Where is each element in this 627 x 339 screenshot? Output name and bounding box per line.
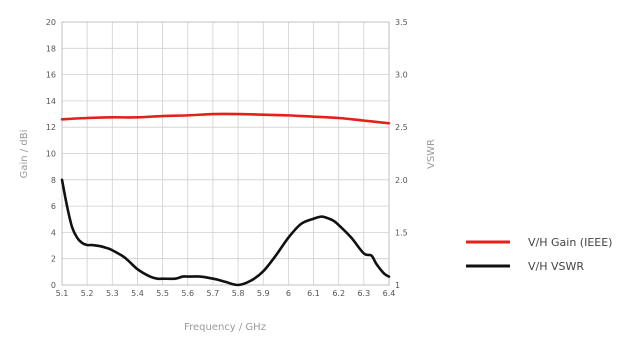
y-tick-label: 18 — [46, 44, 56, 53]
y2-tick-label: 2.0 — [395, 176, 408, 185]
x-tick-label: 6.1 — [307, 289, 320, 298]
y-tick-label: 12 — [46, 123, 56, 132]
x-tick-label: 5.8 — [232, 289, 245, 298]
series-layer — [60, 112, 391, 287]
series-line-vswr — [60, 178, 391, 287]
legend-label-gain: V/H Gain (IEEE) — [528, 236, 612, 249]
y-tick-label: 8 — [51, 176, 56, 185]
x-tick-label: 5.5 — [156, 289, 169, 298]
tick-layer: 5.1 5.2 5.3 5.4 5.5 5.6 5.7 5.8 5.9 6 6.1 6.2 6.3 6.4… — [46, 18, 408, 298]
series-line-gain — [60, 112, 391, 125]
x-tick-label: 6.4 — [383, 289, 396, 298]
x-tick-label: 5.4 — [131, 289, 144, 298]
y2-axis-title: VSWR — [426, 139, 437, 169]
grid-layer — [61, 21, 390, 286]
y-tick-label: 0 — [51, 281, 56, 290]
x-tick-label: 6.3 — [357, 289, 370, 298]
x-tick-label: 5.3 — [106, 289, 119, 298]
y-tick-label: 20 — [46, 18, 56, 27]
y2-tick-label: 3.5 — [395, 18, 408, 27]
plot-frame — [61, 21, 390, 286]
x-tick-label: 5.7 — [207, 289, 220, 298]
y2-tick-label: 3.0 — [395, 71, 408, 80]
x-axis-title: Frequency / GHz — [184, 322, 266, 333]
x-tick-label: 5.2 — [81, 289, 94, 298]
legend-label-vswr: V/H VSWR — [528, 260, 584, 273]
y2-tick-label: 1 — [395, 281, 400, 290]
x-tick-label: 5.1 — [56, 289, 69, 298]
x-tick-label: 6.2 — [332, 289, 345, 298]
y2-tick-label: 1.5 — [395, 228, 408, 237]
y-tick-label: 10 — [46, 150, 56, 159]
y-axis-title: Gain / dBi — [19, 130, 30, 179]
x-tick-label: 5.9 — [257, 289, 270, 298]
y-tick-label: 14 — [46, 97, 56, 106]
x-tick-label: 5.6 — [181, 289, 194, 298]
y-tick-label: 6 — [51, 202, 56, 211]
y2-tick-label: 2.5 — [395, 123, 408, 132]
y-tick-label: 2 — [51, 255, 56, 264]
y-tick-label: 16 — [46, 71, 56, 80]
legend: V/H Gain (IEEE) V/H VSWR — [466, 236, 612, 273]
y-tick-label: 4 — [51, 228, 56, 237]
x-tick-label: 6 — [286, 289, 291, 298]
